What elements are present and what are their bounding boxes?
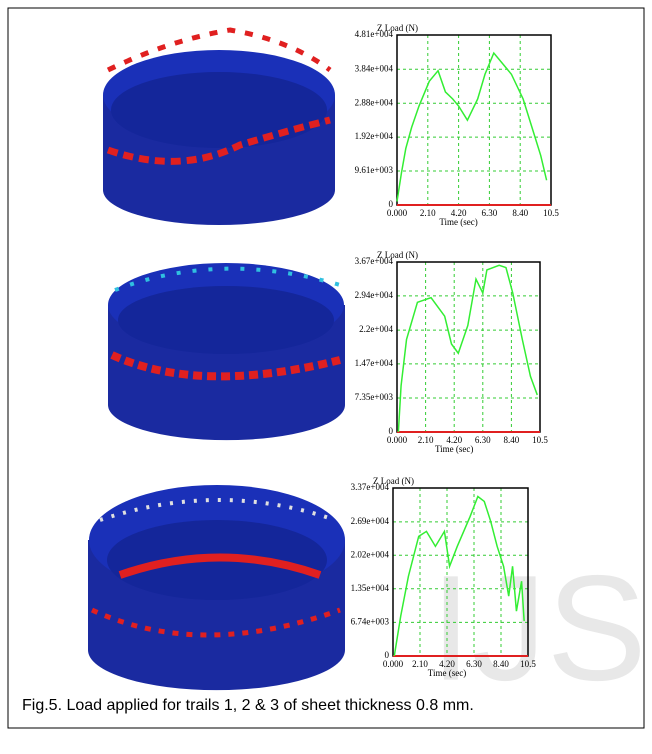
x-tick-label: 2.10 [412, 659, 428, 669]
x-tick-label: 2.10 [418, 435, 434, 445]
y-tick-label: 2.94e+004 [355, 290, 394, 300]
figure: IJS Fig.5. Load applied for trails 1, 2 … [0, 0, 652, 749]
x-tick-label: 10.5 [543, 208, 559, 218]
x-tick-label: 0.000 [387, 208, 408, 218]
y-tick-label: 1.92e+004 [355, 131, 394, 141]
y-tick-label: 9.61e+003 [355, 165, 394, 175]
y-tick-label: 2.2e+004 [359, 324, 393, 334]
data-line [398, 265, 537, 432]
cylinder-render [88, 485, 345, 690]
x-axis-label: Time (sec) [435, 444, 473, 454]
x-tick-label: 6.30 [482, 208, 498, 218]
x-tick-label: 10.5 [532, 435, 548, 445]
y-axis-label: Z Load (N) [377, 23, 418, 33]
watermark: IJS [430, 544, 647, 712]
x-tick-label: 6.30 [466, 659, 482, 669]
x-tick-label: 2.10 [420, 208, 436, 218]
plot-frame [397, 35, 551, 205]
caption: Fig.5. Load applied for trails 1, 2 & 3 … [22, 697, 474, 714]
x-tick-label: 6.30 [475, 435, 491, 445]
x-tick-label: 8.40 [493, 659, 509, 669]
y-tick-label: 1.47e+004 [355, 358, 394, 368]
y-tick-label: 7.35e+003 [355, 392, 394, 402]
cylinder-render [108, 263, 345, 440]
x-tick-label: 10.5 [520, 659, 536, 669]
x-tick-label: 8.40 [512, 208, 528, 218]
y-tick-label: 3.84e+004 [355, 63, 394, 73]
y-tick-label: 6.74e+003 [351, 616, 390, 626]
x-tick-label: 8.40 [504, 435, 520, 445]
y-tick-label: 2.88e+004 [355, 97, 394, 107]
y-tick-label: 1.35e+004 [351, 583, 390, 593]
plot-frame [397, 262, 540, 432]
y-tick-label: 2.02e+004 [351, 549, 390, 559]
y-axis-label: Z Load (N) [377, 250, 418, 260]
x-tick-label: 0.000 [387, 435, 408, 445]
y-tick-label: 2.69e+004 [351, 516, 390, 526]
x-axis-label: Time (sec) [439, 217, 477, 227]
x-axis-label: Time (sec) [428, 668, 466, 678]
cylinder-render [103, 30, 335, 225]
x-tick-label: 0.000 [383, 659, 404, 669]
data-line [397, 53, 547, 201]
y-axis-label: Z Load (N) [373, 476, 414, 486]
